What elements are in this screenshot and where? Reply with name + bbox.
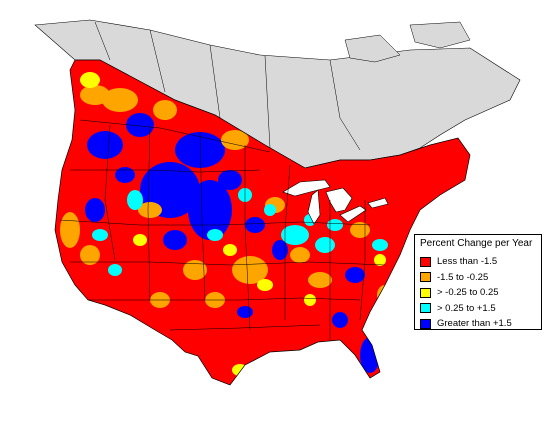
trend-patch <box>281 225 309 245</box>
trend-patch <box>207 229 223 241</box>
trend-patch <box>332 312 348 328</box>
trend-patch <box>237 306 253 318</box>
trend-patch <box>218 170 242 190</box>
trend-patch <box>232 364 248 376</box>
trend-patch <box>308 272 332 288</box>
trend-patch <box>138 202 162 218</box>
legend-row: Greater than +1.5 <box>420 316 537 332</box>
trend-patch <box>60 212 80 248</box>
trend-patch <box>102 88 138 112</box>
arctic-island <box>409 21 471 49</box>
legend-row: > 0.25 to +1.5 <box>420 301 537 317</box>
legend-swatch-red <box>420 256 431 267</box>
arctic-island <box>344 34 401 63</box>
trend-patch <box>264 204 276 216</box>
trend-patch <box>327 219 343 231</box>
trend-patch <box>245 217 265 233</box>
trend-patch <box>108 264 122 276</box>
trend-patch <box>290 247 310 263</box>
great-lakes <box>282 179 389 225</box>
trend-patch <box>374 254 386 266</box>
trend-patch <box>183 260 207 280</box>
trend-patch <box>153 100 177 120</box>
state-boundaries <box>59 119 386 340</box>
trend-patches <box>60 72 393 376</box>
trend-patch <box>175 132 225 168</box>
trend-patch <box>80 72 100 88</box>
legend-label: > 0.25 to +1.5 <box>437 302 496 314</box>
canada-province-lines <box>94 21 361 151</box>
trend-patch <box>80 85 110 105</box>
trend-patch <box>223 244 237 256</box>
trend-patch <box>315 237 335 253</box>
legend-swatch-orange <box>420 272 431 283</box>
trend-patch <box>221 130 249 150</box>
legend-label: Greater than +1.5 <box>437 318 512 330</box>
map-legend: Percent Change per Year Less than -1.5 -… <box>414 234 542 330</box>
legend-title: Percent Change per Year <box>420 238 533 249</box>
trend-patch <box>85 198 105 222</box>
trend-patch <box>232 256 268 284</box>
trend-patch <box>163 230 187 250</box>
trend-patch <box>80 245 100 265</box>
trend-patch <box>115 167 135 183</box>
trend-patch <box>304 294 316 306</box>
trend-patch <box>126 113 154 137</box>
trend-patch <box>127 190 143 210</box>
legend-label: Less than -1.5 <box>437 256 498 268</box>
trend-patch <box>133 234 147 246</box>
legend-row: -1.5 to -0.25 <box>420 270 537 286</box>
legend-swatch-cyan <box>420 303 431 314</box>
legend-swatch-yellow <box>420 287 431 298</box>
legend-label: -1.5 to -0.25 <box>437 271 489 283</box>
trend-patch <box>92 229 108 241</box>
trend-patch <box>372 239 388 251</box>
trend-patch <box>345 267 365 283</box>
trend-patch <box>272 240 288 260</box>
legend-swatch-blue <box>420 318 431 329</box>
trend-patch <box>257 279 273 291</box>
legend-label: > -0.25 to 0.25 <box>437 287 499 299</box>
trend-patch <box>87 131 123 159</box>
legend-row: Less than -1.5 <box>420 254 537 270</box>
legend-row: > -0.25 to 0.25 <box>420 285 537 301</box>
